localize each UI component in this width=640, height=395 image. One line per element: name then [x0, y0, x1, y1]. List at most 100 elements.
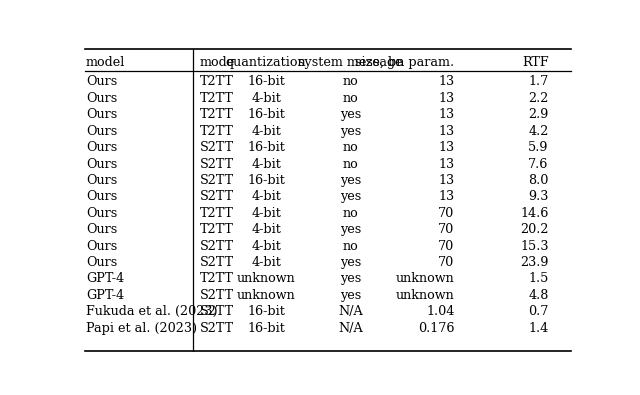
Text: unknown: unknown: [396, 273, 454, 286]
Text: 13: 13: [438, 108, 454, 121]
Text: 2.9: 2.9: [529, 108, 548, 121]
Text: 13: 13: [438, 141, 454, 154]
Text: 4-bit: 4-bit: [251, 190, 281, 203]
Text: 0.7: 0.7: [529, 305, 548, 318]
Text: 4-bit: 4-bit: [251, 207, 281, 220]
Text: 16-bit: 16-bit: [247, 174, 285, 187]
Text: Ours: Ours: [86, 174, 117, 187]
Text: no: no: [342, 158, 358, 171]
Text: Ours: Ours: [86, 141, 117, 154]
Text: size, bn param.: size, bn param.: [355, 56, 454, 69]
Text: T2TT: T2TT: [200, 108, 234, 121]
Text: Ours: Ours: [86, 190, 117, 203]
Text: 4-bit: 4-bit: [251, 240, 281, 253]
Text: yes: yes: [340, 223, 361, 236]
Text: Ours: Ours: [86, 256, 117, 269]
Text: S2TT: S2TT: [200, 305, 234, 318]
Text: Papi et al. (2023): Papi et al. (2023): [86, 322, 197, 335]
Text: 70: 70: [438, 223, 454, 236]
Text: 4-bit: 4-bit: [251, 92, 281, 105]
Text: 13: 13: [438, 190, 454, 203]
Text: 16-bit: 16-bit: [247, 322, 285, 335]
Text: S2TT: S2TT: [200, 158, 234, 171]
Text: Ours: Ours: [86, 92, 117, 105]
Text: Ours: Ours: [86, 240, 117, 253]
Text: S2TT: S2TT: [200, 322, 234, 335]
Text: 7.6: 7.6: [529, 158, 548, 171]
Text: GPT-4: GPT-4: [86, 289, 124, 302]
Text: no: no: [342, 75, 358, 88]
Text: 0.176: 0.176: [418, 322, 454, 335]
Text: 14.6: 14.6: [520, 207, 548, 220]
Text: 4.8: 4.8: [529, 289, 548, 302]
Text: Ours: Ours: [86, 75, 117, 88]
Text: 9.3: 9.3: [529, 190, 548, 203]
Text: unknown: unknown: [237, 289, 296, 302]
Text: 23.9: 23.9: [520, 256, 548, 269]
Text: yes: yes: [340, 273, 361, 286]
Text: no: no: [342, 141, 358, 154]
Text: 16-bit: 16-bit: [247, 141, 285, 154]
Text: 1.04: 1.04: [426, 305, 454, 318]
Text: 8.0: 8.0: [529, 174, 548, 187]
Text: mode: mode: [200, 56, 236, 69]
Text: yes: yes: [340, 190, 361, 203]
Text: S2TT: S2TT: [200, 240, 234, 253]
Text: T2TT: T2TT: [200, 207, 234, 220]
Text: 4-bit: 4-bit: [251, 223, 281, 236]
Text: 4-bit: 4-bit: [251, 256, 281, 269]
Text: 13: 13: [438, 125, 454, 137]
Text: 13: 13: [438, 75, 454, 88]
Text: no: no: [342, 207, 358, 220]
Text: 5.9: 5.9: [528, 141, 548, 154]
Text: S2TT: S2TT: [200, 190, 234, 203]
Text: N/A: N/A: [338, 322, 363, 335]
Text: Ours: Ours: [86, 108, 117, 121]
Text: T2TT: T2TT: [200, 125, 234, 137]
Text: 70: 70: [438, 256, 454, 269]
Text: 13: 13: [438, 158, 454, 171]
Text: unknown: unknown: [237, 273, 296, 286]
Text: 16-bit: 16-bit: [247, 305, 285, 318]
Text: GPT-4: GPT-4: [86, 273, 124, 286]
Text: 13: 13: [438, 92, 454, 105]
Text: T2TT: T2TT: [200, 273, 234, 286]
Text: S2TT: S2TT: [200, 141, 234, 154]
Text: 2.2: 2.2: [529, 92, 548, 105]
Text: no: no: [342, 92, 358, 105]
Text: 1.5: 1.5: [529, 273, 548, 286]
Text: Ours: Ours: [86, 158, 117, 171]
Text: 16-bit: 16-bit: [247, 108, 285, 121]
Text: quantization: quantization: [226, 56, 307, 69]
Text: yes: yes: [340, 289, 361, 302]
Text: 4.2: 4.2: [529, 125, 548, 137]
Text: 4-bit: 4-bit: [251, 158, 281, 171]
Text: no: no: [342, 240, 358, 253]
Text: Fukuda et al. (2023): Fukuda et al. (2023): [86, 305, 218, 318]
Text: 15.3: 15.3: [520, 240, 548, 253]
Text: 16-bit: 16-bit: [247, 75, 285, 88]
Text: 70: 70: [438, 207, 454, 220]
Text: model: model: [86, 56, 125, 69]
Text: 13: 13: [438, 174, 454, 187]
Text: yes: yes: [340, 125, 361, 137]
Text: 70: 70: [438, 240, 454, 253]
Text: system message: system message: [298, 56, 403, 69]
Text: T2TT: T2TT: [200, 223, 234, 236]
Text: Ours: Ours: [86, 223, 117, 236]
Text: Ours: Ours: [86, 125, 117, 137]
Text: S2TT: S2TT: [200, 256, 234, 269]
Text: T2TT: T2TT: [200, 75, 234, 88]
Text: S2TT: S2TT: [200, 174, 234, 187]
Text: 20.2: 20.2: [520, 223, 548, 236]
Text: T2TT: T2TT: [200, 92, 234, 105]
Text: Ours: Ours: [86, 207, 117, 220]
Text: yes: yes: [340, 256, 361, 269]
Text: yes: yes: [340, 174, 361, 187]
Text: N/A: N/A: [338, 305, 363, 318]
Text: 1.7: 1.7: [529, 75, 548, 88]
Text: yes: yes: [340, 108, 361, 121]
Text: 4-bit: 4-bit: [251, 125, 281, 137]
Text: S2TT: S2TT: [200, 289, 234, 302]
Text: RTF: RTF: [522, 56, 548, 69]
